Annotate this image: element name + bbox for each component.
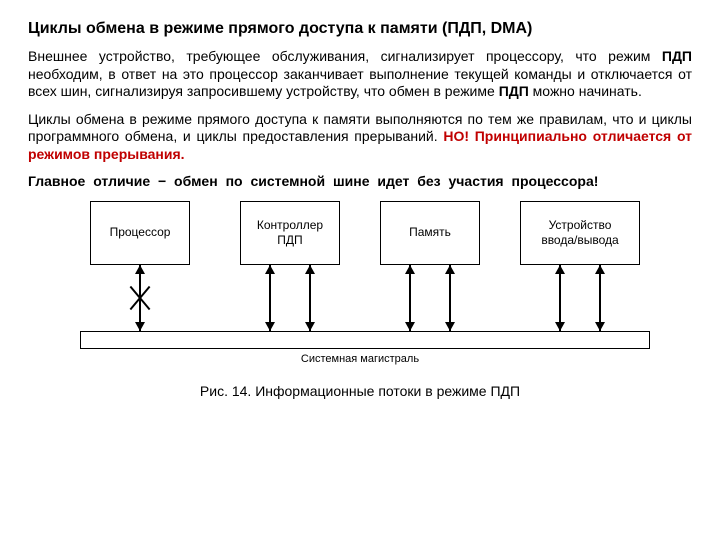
figure-caption: Рис. 14. Информационные потоки в режиме … (28, 383, 692, 399)
box-io: Устройство ввода/вывода (520, 201, 640, 265)
paragraph-3: Главное отличие − обмен по системной шин… (28, 173, 692, 191)
paragraph-2: Циклы обмена в режиме прямого доступа к … (28, 111, 692, 164)
arrow-mem1-up (405, 265, 415, 274)
box-memory: Память (380, 201, 480, 265)
p1-b2: ПДП (499, 83, 529, 99)
paragraph-1: Внешнее устройство, требующее обслуживан… (28, 48, 692, 101)
arrow-mem1-down (405, 322, 415, 331)
box-io-label: Устройство ввода/вывода (541, 218, 618, 247)
arrow-mem2-up (445, 265, 455, 274)
p1-head: Внешнее устройство, требующее обслуживан… (28, 48, 662, 64)
box-memory-label: Память (409, 225, 451, 239)
arrow-proc-up (135, 265, 145, 274)
system-bus (80, 331, 650, 349)
arrow-io2-up (595, 265, 605, 274)
p1-b1: ПДП (662, 48, 692, 64)
box-controller: Контроллер ПДП (240, 201, 340, 265)
arrow-proc-down (135, 322, 145, 331)
arrow-io2-down (595, 322, 605, 331)
box-controller-label: Контроллер ПДП (257, 218, 323, 247)
arrow-io1-down (555, 322, 565, 331)
dma-diagram: Процессор Контроллер ПДП Память Устройст… (40, 201, 680, 381)
arrow-ctrl1-up (265, 265, 275, 274)
arrow-io1-up (555, 265, 565, 274)
p1-tail: можно начинать. (529, 83, 642, 99)
box-processor: Процессор (90, 201, 190, 265)
arrow-ctrl1-down (265, 322, 275, 331)
arrow-mem2-down (445, 322, 455, 331)
bus-label: Системная магистраль (260, 353, 460, 365)
page-title: Циклы обмена в режиме прямого доступа к … (28, 20, 692, 38)
box-processor-label: Процессор (110, 225, 171, 239)
arrow-ctrl2-down (305, 322, 315, 331)
arrow-ctrl2-up (305, 265, 315, 274)
